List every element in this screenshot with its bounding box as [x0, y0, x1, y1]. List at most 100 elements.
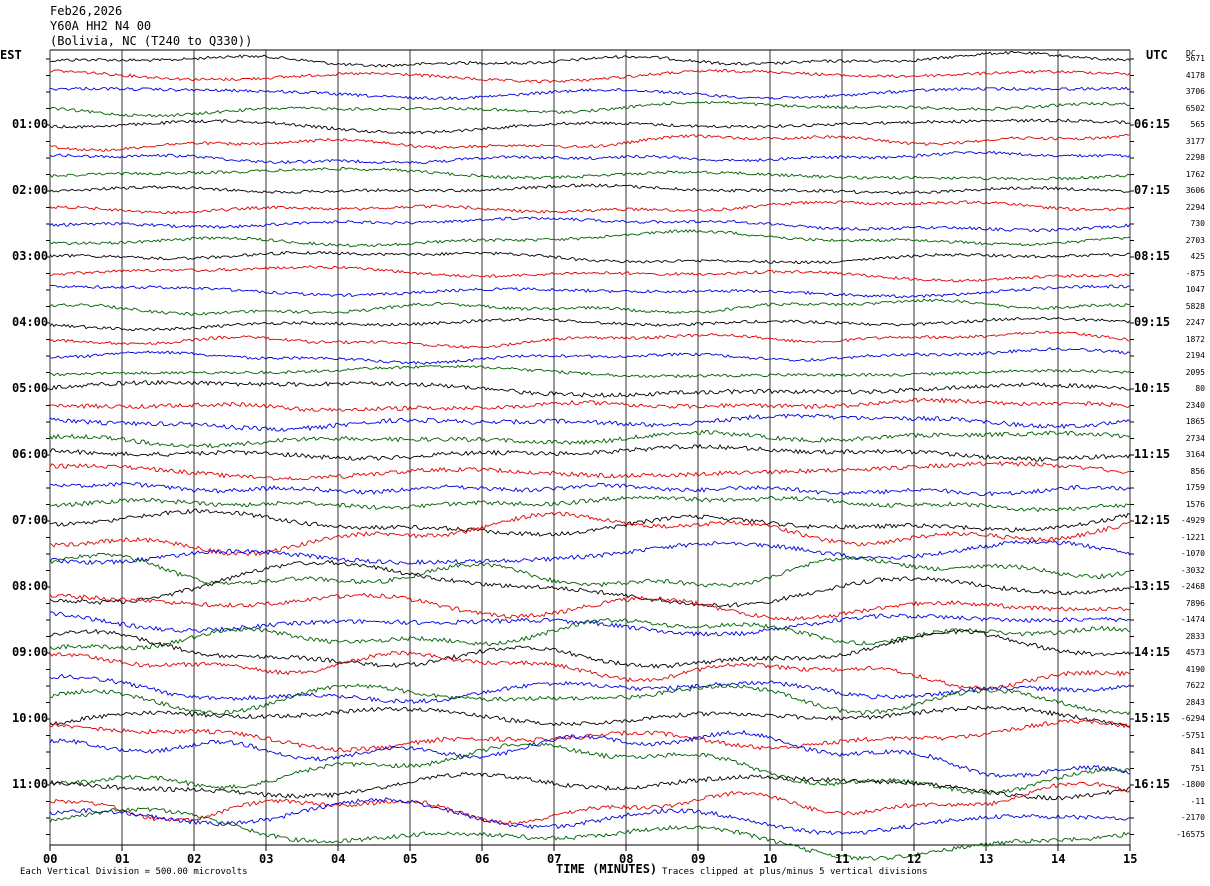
dc-offset-label: -1070	[1180, 549, 1205, 558]
dc-offset-label: 2294	[1185, 202, 1205, 212]
dc-offset-label: -16575	[1176, 829, 1205, 839]
x-tick-label: 06	[475, 852, 490, 866]
x-tick-label: 07	[547, 852, 562, 866]
x-tick-label: 15	[1123, 852, 1138, 866]
dc-offset-label: 2247	[1185, 318, 1205, 327]
utc-hour-label: 11:15	[1134, 447, 1171, 461]
dc-offset-label: 841	[1190, 747, 1205, 756]
utc-hour-label: 07:15	[1134, 183, 1171, 197]
seismic-trace	[49, 742, 1131, 796]
seismic-trace	[49, 166, 1131, 181]
utc-hour-label: 15:15	[1134, 711, 1171, 725]
x-tick-label: 02	[187, 852, 202, 866]
est-hour-label: 01:00	[12, 117, 49, 131]
dc-offset-label: -5751	[1180, 730, 1205, 740]
dc-offset-label: 2734	[1185, 433, 1205, 443]
dc-offset-label: 5671	[1185, 54, 1205, 63]
dc-offset-label: 6502	[1185, 103, 1205, 113]
footer-division-note: Each Vertical Division = 500.00 microvol…	[20, 867, 248, 877]
seismic-trace	[49, 347, 1131, 365]
x-tick-label: 09	[691, 852, 706, 866]
seismic-trace	[49, 460, 1131, 481]
seismic-trace	[49, 216, 1131, 233]
dc-offset-label: -1800	[1180, 780, 1205, 789]
dc-offset-label: 3606	[1185, 186, 1205, 195]
seismic-trace	[49, 133, 1131, 152]
seismic-trace	[49, 200, 1131, 215]
seismic-trace	[49, 397, 1131, 412]
seismic-trace	[49, 68, 1131, 84]
dc-offset-label: 1762	[1185, 169, 1205, 179]
utc-hour-label: 09:15	[1134, 315, 1171, 329]
dc-offset-label: -2170	[1180, 813, 1205, 822]
x-tick-label: 03	[259, 852, 274, 866]
dc-offset-label: -6294	[1180, 714, 1205, 723]
est-hour-label: 03:00	[12, 249, 49, 263]
est-hour-label: 11:00	[12, 777, 49, 791]
seismic-trace	[49, 729, 1131, 779]
dc-header-label: DC	[1186, 49, 1196, 58]
seismic-trace	[49, 781, 1131, 826]
dc-offset-label: 2833	[1185, 631, 1205, 641]
dc-offset-label: 4190	[1185, 664, 1205, 674]
seismic-trace	[49, 771, 1131, 801]
dc-offset-label: 1872	[1185, 334, 1205, 344]
x-tick-label: 10	[763, 852, 778, 866]
dc-offset-label: 7896	[1185, 598, 1205, 608]
seismic-trace	[49, 705, 1131, 728]
seismic-trace	[49, 511, 1131, 557]
x-axis-title: TIME (MINUTES)	[556, 862, 658, 876]
dc-offset-label: 425	[1190, 252, 1205, 261]
x-tick-label: 13	[979, 852, 994, 866]
utc-hour-label: 10:15	[1134, 381, 1171, 395]
seismic-trace	[49, 183, 1131, 195]
seismic-trace	[49, 86, 1131, 101]
utc-hour-label: 16:15	[1134, 777, 1171, 791]
footer-clip-note: Traces clipped at plus/minus 5 vertical …	[662, 867, 928, 877]
seismic-trace	[49, 673, 1131, 705]
dc-offset-label: 856	[1190, 466, 1205, 476]
right-timezone-label: UTC	[1146, 48, 1168, 62]
header-location: (Bolivia, NC (T240 to Q330))	[50, 34, 253, 48]
dc-offset-label: 565	[1190, 120, 1205, 129]
seismic-trace	[49, 650, 1131, 691]
time-grid	[46, 49, 1134, 851]
dc-offset-label: 3177	[1185, 136, 1205, 146]
seismic-trace	[49, 150, 1131, 165]
x-tick-label: 08	[619, 852, 634, 866]
seismic-trace	[49, 316, 1131, 332]
dc-offset-label: 2340	[1185, 400, 1205, 410]
dc-offset-label: 751	[1190, 763, 1205, 773]
seismic-trace	[49, 265, 1131, 283]
seismic-trace	[49, 443, 1131, 463]
dc-offset-label: -4929	[1180, 516, 1205, 525]
seismic-trace	[49, 552, 1131, 588]
seismic-trace	[49, 413, 1131, 432]
dc-offset-label: 7622	[1185, 681, 1205, 690]
seismic-trace	[49, 559, 1131, 608]
seismic-trace	[49, 508, 1131, 537]
seismic-trace	[49, 229, 1131, 248]
est-hour-label: 10:00	[12, 711, 49, 725]
est-hour-label: 02:00	[12, 183, 49, 197]
dc-offset-label: 2194	[1185, 351, 1205, 360]
utc-hour-label: 12:15	[1134, 513, 1171, 527]
seismic-trace	[49, 250, 1131, 265]
seismic-trace	[49, 617, 1131, 651]
utc-hour-label: 06:15	[1134, 117, 1171, 131]
dc-offset-label: 2843	[1185, 697, 1205, 707]
dc-offset-label: 3706	[1185, 87, 1205, 96]
seismic-trace	[49, 495, 1131, 513]
seismic-trace	[49, 592, 1131, 622]
dc-offset-label: 4573	[1185, 648, 1205, 657]
x-tick-label: 12	[907, 852, 922, 866]
seismic-trace	[49, 50, 1131, 68]
dc-offset-label: -11	[1190, 796, 1205, 806]
utc-hour-label: 13:15	[1134, 579, 1171, 593]
dc-offset-label: 1576	[1185, 499, 1205, 509]
seismic-trace	[49, 539, 1131, 566]
est-hour-label: 04:00	[12, 315, 49, 329]
header-date: Feb26,2026	[50, 4, 123, 18]
seismic-trace	[49, 379, 1131, 398]
